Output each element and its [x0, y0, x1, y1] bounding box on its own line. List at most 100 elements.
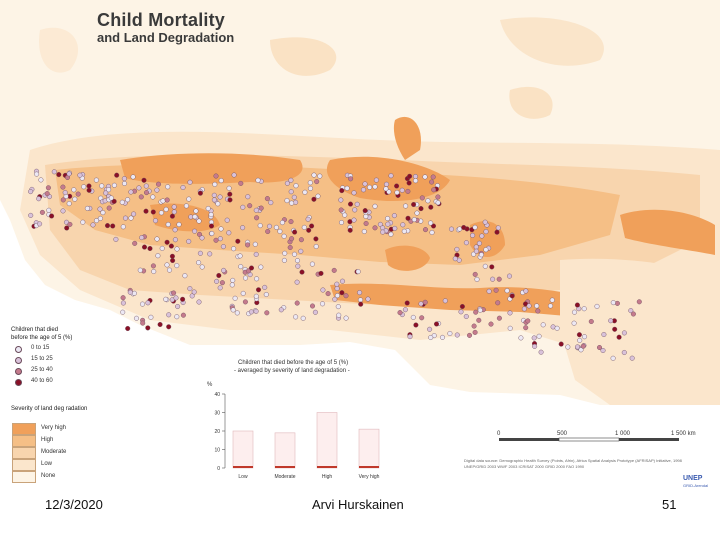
dot-legend-label-1: 15 to 25 [31, 356, 53, 362]
mortality-dot [160, 198, 166, 204]
mortality-dot [291, 194, 297, 200]
mortality-dot [106, 187, 112, 193]
mortality-dot [363, 213, 369, 219]
mortality-dot [472, 329, 478, 335]
mortality-dot [601, 332, 607, 338]
mortality-dot [46, 207, 52, 213]
mortality-dot [493, 287, 499, 293]
mortality-dot [313, 243, 319, 249]
chart-bar-base [275, 466, 295, 468]
mortality-dot [28, 189, 34, 195]
mortality-dot [576, 332, 582, 338]
scale-bar-seg-1 [499, 438, 559, 441]
mortality-dot [425, 198, 431, 204]
severity-swatch-high [12, 435, 36, 447]
mortality-dot [630, 311, 636, 317]
mortality-dot [312, 309, 318, 315]
mortality-dot [473, 244, 479, 250]
mortality-dot [214, 278, 220, 284]
mortality-dot [287, 244, 293, 250]
mortality-dot [309, 223, 315, 229]
mortality-dot [361, 187, 367, 193]
mortality-dot [253, 293, 259, 299]
mortality-dot [237, 253, 243, 259]
chart-bar-base [233, 466, 253, 468]
mortality-dot [163, 296, 169, 302]
mortality-dot [166, 312, 172, 318]
mortality-dot [196, 299, 202, 305]
mortality-dot [138, 194, 144, 200]
footer-date: 12/3/2020 [45, 497, 103, 512]
mortality-dot [472, 271, 478, 277]
mortality-dot [431, 187, 437, 193]
desert-patch-2 [500, 17, 604, 66]
mortality-dot [229, 282, 235, 288]
mortality-dot [279, 220, 285, 226]
mortality-dot [636, 299, 642, 305]
mortality-dot [254, 276, 260, 282]
severity-swatch-very-high [12, 423, 36, 435]
mortality-dot [182, 273, 188, 279]
patch-very-high-2 [326, 156, 450, 201]
mortality-dot [580, 343, 586, 349]
mortality-dot [67, 221, 73, 227]
mortality-dot [418, 301, 424, 307]
mortality-dot [430, 174, 436, 180]
scale-tick-1: 500 [557, 431, 568, 437]
mortality-dot [208, 212, 214, 218]
band-low-south [560, 258, 720, 405]
mortality-dot [56, 172, 62, 178]
mortality-dot [600, 348, 606, 354]
chart-bar-base [359, 466, 379, 468]
mortality-dot [111, 182, 117, 188]
severity-label-very-high: Very high [41, 425, 67, 431]
ocean [0, 200, 720, 490]
mortality-dot [86, 187, 92, 193]
mortality-dot [75, 191, 81, 197]
mortality-dot [288, 177, 294, 183]
mortality-dot [240, 204, 246, 210]
mortality-dot [71, 187, 77, 193]
mortality-dot [531, 335, 537, 341]
mortality-dot [401, 228, 407, 234]
patch-very-high-1 [120, 153, 303, 184]
mortality-dot [145, 325, 151, 331]
mortality-dot [51, 169, 57, 175]
mortality-dot [273, 224, 279, 230]
mortality-dot [172, 227, 178, 233]
mortality-dot [404, 300, 410, 306]
mortality-dot [372, 184, 378, 190]
mortality-dot [152, 218, 158, 224]
mortality-dot [193, 208, 199, 214]
mortality-dot [60, 184, 66, 190]
mortality-dot [385, 221, 391, 227]
mortality-dot [231, 172, 237, 178]
mortality-dot [292, 251, 298, 257]
mortality-dot [80, 219, 86, 225]
bar-chart: % 0 10 20 30 40 Low Moderate High Very high [207, 382, 380, 480]
severity-label-none: None [41, 473, 56, 479]
mortality-dot [407, 334, 413, 340]
mortality-dot [504, 288, 510, 294]
scale-bar [499, 437, 679, 442]
mortality-dot [174, 314, 180, 320]
severity-label-high: High [41, 437, 54, 443]
mortality-dot [594, 303, 600, 309]
mortality-dot [232, 295, 238, 301]
mortality-dot [435, 194, 441, 200]
mortality-dot [268, 200, 274, 206]
mortality-dot [525, 318, 531, 324]
mortality-dot [238, 264, 244, 270]
dot-legend-swatch-3 [15, 379, 22, 386]
mortality-dot [39, 209, 45, 215]
mortality-dot [394, 189, 400, 195]
mortality-dot [180, 312, 186, 318]
mortality-dot [217, 194, 223, 200]
mortality-dot [131, 290, 137, 296]
mortality-dot [597, 345, 603, 351]
mortality-dot [145, 300, 151, 306]
mortality-dot [377, 221, 383, 227]
mortality-dot [127, 289, 133, 295]
mortality-dot [137, 267, 143, 273]
mortality-dot [536, 333, 542, 339]
